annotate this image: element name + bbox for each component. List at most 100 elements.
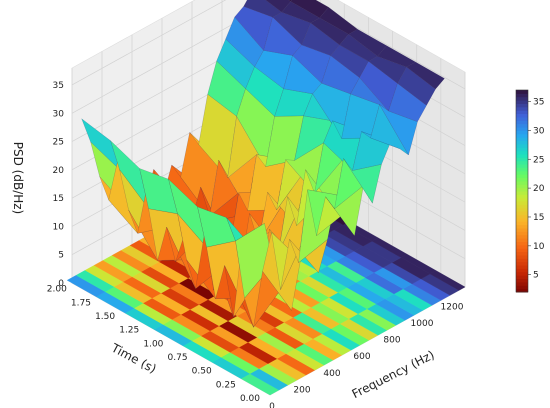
z-tick-label: 5	[58, 251, 64, 261]
colorbar-segment	[516, 258, 528, 263]
colorbar-segment	[516, 204, 528, 209]
surface-mesh	[81, 0, 445, 328]
z-tick-label: 30	[53, 109, 65, 119]
colorbar-segment	[516, 153, 528, 158]
colorbar-segment	[516, 177, 528, 182]
x-tick-label: 200	[293, 385, 310, 395]
colorbar-tick-label: 25	[533, 155, 544, 165]
colorbar-segment	[516, 167, 528, 172]
colorbar-segment	[516, 140, 528, 145]
colorbar-segment	[516, 120, 528, 125]
z-tick-label: 15	[53, 194, 64, 204]
colorbar-segment	[516, 214, 528, 219]
colorbar-segment	[516, 251, 528, 256]
colorbar-segment	[516, 238, 528, 242]
colorbar-segment	[516, 137, 528, 141]
colorbar-segment	[516, 261, 528, 266]
colorbar-segment	[516, 224, 528, 229]
colorbar-segment	[516, 127, 528, 131]
colorbar-segment	[516, 170, 528, 175]
colorbar-segment	[516, 278, 528, 283]
colorbar-segment	[516, 241, 528, 246]
z-tick-label: 0	[58, 279, 64, 289]
y-tick-label: 0.50	[192, 367, 212, 377]
x-tick-label: 600	[353, 352, 370, 362]
y-tick-label: 0.75	[168, 353, 188, 363]
colorbar-segment	[516, 106, 528, 111]
surface-facet	[288, 0, 293, 2]
colorbar-segment	[516, 157, 528, 162]
axis-ticks: 0 5 10 15 20 25 30 35 0 200 400 600 800 1000 1200 0.00 0…	[47, 81, 464, 408]
colorbar-segment	[516, 100, 528, 104]
colorbar-segment	[516, 234, 528, 239]
colorbar-segment	[516, 217, 528, 222]
colorbar-segment	[516, 211, 528, 216]
colorbar-segment	[516, 231, 528, 236]
x-tick-label: 800	[383, 336, 400, 346]
z-axis-label: PSD (dB/Hz)	[11, 142, 25, 215]
y-tick-label: 1.75	[71, 298, 91, 308]
colorbar-segment	[516, 90, 528, 94]
colorbar-segment	[516, 150, 528, 155]
colorbar-segment	[516, 201, 528, 205]
colorbar-segment	[516, 116, 528, 121]
colorbar-segment	[516, 123, 528, 128]
colorbar-segment	[516, 164, 528, 168]
colorbar-segment	[516, 228, 528, 232]
colorbar-segment	[516, 130, 528, 135]
colorbar-segment	[516, 275, 528, 280]
colorbar-segment	[516, 143, 528, 148]
colorbar-segment	[516, 103, 528, 108]
colorbar-segment	[516, 180, 528, 185]
z-tick-label: 25	[53, 138, 64, 148]
colorbar-tick-label: 15	[533, 213, 544, 223]
z-tick-label: 35	[53, 81, 64, 91]
colorbar-segment	[516, 197, 528, 202]
colorbar-frame	[515, 89, 529, 293]
z-tick-label: 20	[53, 166, 65, 176]
colorbar-tick-label: 35	[533, 98, 544, 108]
y-tick-label: 2.00	[47, 285, 67, 295]
colorbar-segment	[516, 207, 528, 212]
surface-facet	[406, 61, 445, 90]
x-tick-label: 400	[323, 369, 340, 379]
colorbar-segment	[516, 268, 528, 273]
colorbar-tick-label: 20	[533, 184, 545, 194]
colorbar-tick-label: 5	[533, 271, 539, 281]
colorbar-segment	[516, 191, 528, 195]
colorbar-segment	[516, 133, 528, 138]
colorbar-segment	[516, 288, 528, 293]
colorbar-tick-label: 10	[533, 242, 545, 252]
y-tick-label: 1.25	[119, 326, 139, 336]
colorbar: 5 10 15 20 25 30 35	[515, 89, 545, 293]
colorbar-segment	[516, 281, 528, 286]
colorbar-segment	[516, 187, 528, 192]
y-tick-label: 1.50	[95, 312, 115, 322]
z-grid-line	[71, 0, 466, 90]
colorbar-segment	[516, 221, 528, 226]
colorbar-segment	[516, 160, 528, 165]
colorbar-tick-label: 30	[533, 126, 545, 136]
colorbar-segment	[516, 271, 528, 276]
z-tick-label: 10	[53, 222, 65, 232]
colorbar-segment	[516, 110, 528, 115]
colorbar-segment	[516, 244, 528, 249]
colorbar-segment	[516, 174, 528, 179]
colorbar-segment	[516, 285, 528, 290]
colorbar-segment	[516, 96, 528, 101]
y-tick-label: 0.25	[216, 380, 236, 390]
x-tick-label: 1200	[441, 302, 464, 312]
colorbar-segment	[516, 147, 528, 152]
y-tick-label: 1.00	[143, 339, 163, 349]
x-tick-label: 0	[269, 402, 275, 408]
colorbar-segment	[516, 265, 528, 269]
y-tick-label: 0.00	[240, 394, 260, 404]
colorbar-segment	[516, 248, 528, 253]
x-tick-label: 1000	[411, 319, 434, 329]
colorbar-segment	[516, 254, 528, 259]
colorbar-segment	[516, 194, 528, 199]
colorbar-segment	[516, 93, 528, 98]
colorbar-segment	[516, 184, 528, 189]
colorbar-segment	[516, 113, 528, 118]
